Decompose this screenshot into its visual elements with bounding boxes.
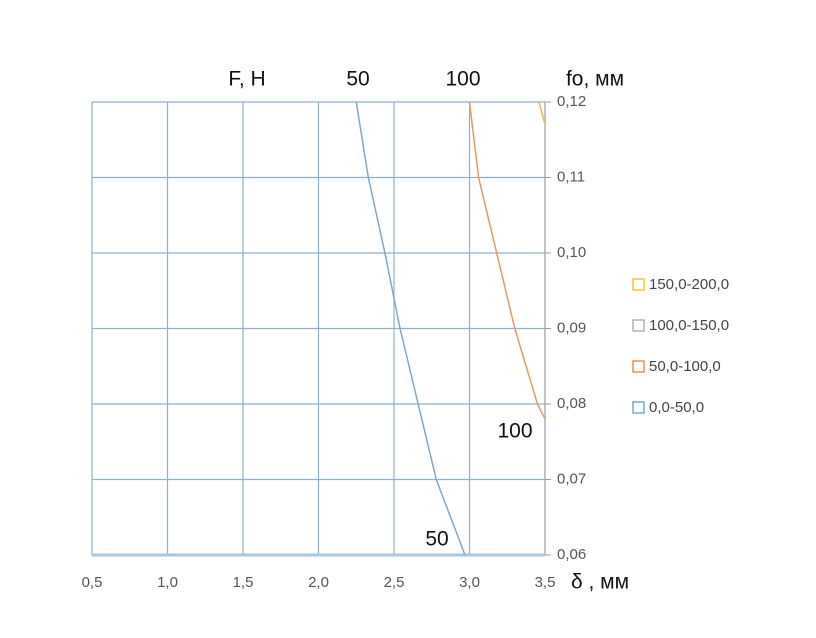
legend-marker <box>632 278 645 291</box>
x-tick-label: 2,0 <box>308 574 329 591</box>
x-tick-label: 1,0 <box>157 574 178 591</box>
legend-marker <box>632 319 645 332</box>
x-tick-label: 0,5 <box>82 574 103 591</box>
y-tick-label: 0,07 <box>557 470 586 487</box>
x-tick-label: 3,0 <box>459 574 480 591</box>
annotation: 50 <box>425 528 448 551</box>
annotation: 100 <box>497 420 532 443</box>
legend-marker <box>632 360 645 373</box>
annotation: F, H <box>228 68 265 91</box>
x-tick-label: 3,5 <box>535 574 556 591</box>
x-tick-label: 1,5 <box>233 574 254 591</box>
contour-line <box>468 101 546 420</box>
annotation: δ , мм <box>571 571 629 594</box>
y-tick-label: 0,11 <box>557 168 585 185</box>
contour-line <box>538 101 546 125</box>
legend-label: 150,0-200,0 <box>649 276 729 293</box>
legend-label: 0,0-50,0 <box>649 399 704 416</box>
annotation: 100 <box>445 68 480 91</box>
legend-label: 50,0-100,0 <box>649 358 721 375</box>
contour-line <box>355 101 466 556</box>
y-tick-label: 0,12 <box>557 93 586 110</box>
y-tick-label: 0,09 <box>557 319 586 336</box>
y-tick-label: 0,06 <box>557 546 586 563</box>
annotation: 50 <box>346 68 369 91</box>
y-tick-label: 0,08 <box>557 395 586 412</box>
legend-marker <box>632 401 645 414</box>
annotation: fo, мм <box>566 68 624 91</box>
y-tick-label: 0,10 <box>557 244 586 261</box>
x-tick-label: 2,5 <box>384 574 405 591</box>
legend-label: 100,0-150,0 <box>649 317 729 334</box>
